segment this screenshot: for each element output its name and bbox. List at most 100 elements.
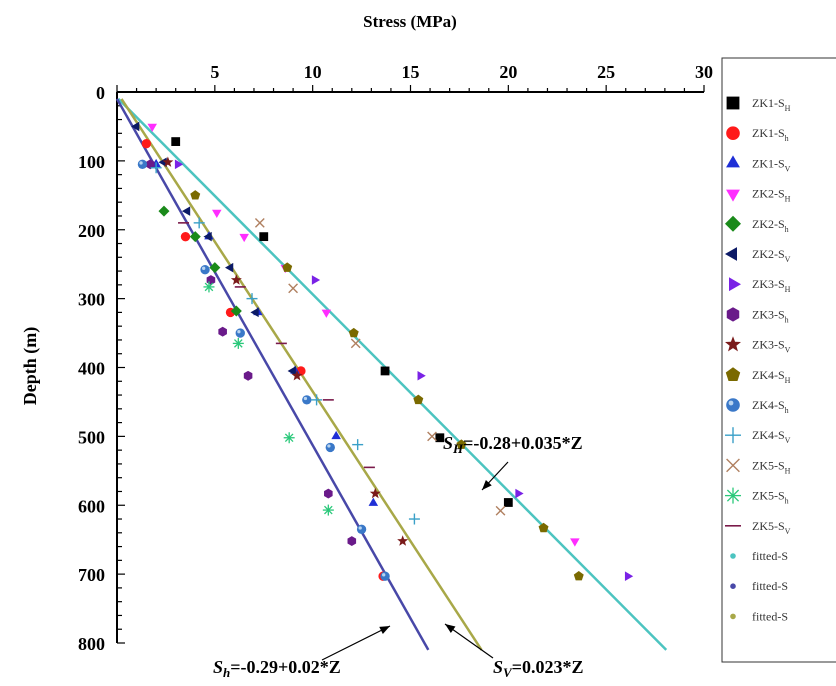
data-point (730, 613, 736, 620)
data-point (729, 277, 741, 292)
legend: ZK1-SH ZK1-Sh ZK1-SV ZK2-SH ZK2-Sh ZK2-SV ZK3-… (725, 96, 791, 623)
data-point (209, 262, 221, 274)
data-point (515, 488, 524, 499)
data-point (624, 571, 634, 581)
legend-box (721, 57, 836, 663)
y-tick-label: 600 (78, 496, 105, 516)
legend-entry: ZK3-SV (725, 336, 791, 355)
legend-label: ZK1-SH (752, 96, 791, 113)
data-point (193, 217, 205, 229)
data-point (725, 427, 741, 444)
data-point (347, 536, 357, 547)
x-tick-label: 20 (499, 62, 517, 82)
data-point (291, 369, 303, 381)
data-point (282, 262, 293, 272)
x-tick-label: 25 (597, 62, 615, 82)
data-point (189, 231, 201, 243)
data-point (137, 159, 148, 169)
x-ticks: 5 10 15 20 25 30 (116, 62, 713, 92)
data-point (726, 307, 740, 322)
data-point (283, 432, 295, 444)
legend-label: ZK3-SH (752, 277, 791, 294)
data-point (397, 535, 409, 546)
data-point (230, 274, 242, 285)
data-point (224, 262, 234, 273)
annotation-arrowhead (445, 624, 456, 634)
data-point (325, 442, 335, 453)
legend-label: ZK4-SV (752, 428, 791, 445)
data-point (145, 159, 155, 170)
annotation-arrowhead (482, 479, 492, 490)
equation-label: Sh=-0.29+0.02*Z (213, 657, 341, 680)
data-point (725, 247, 737, 261)
data-point (147, 123, 157, 132)
data-point (726, 96, 740, 110)
legend-label: ZK5-SV (752, 519, 791, 536)
legend-entry: ZK5-Sh (725, 487, 789, 506)
y-tick-label: 100 (78, 152, 105, 172)
data-point (435, 433, 445, 443)
data-point (218, 326, 227, 337)
data-point (725, 487, 741, 504)
legend-entry: ZK1-SV (726, 155, 791, 173)
legend-label: ZK2-Sh (752, 217, 789, 234)
annotation-arrow (321, 625, 391, 661)
data-point (456, 439, 467, 449)
data-point (158, 157, 167, 168)
data-point (573, 570, 584, 581)
data-point (380, 366, 390, 376)
legend-label: ZK5-Sh (752, 489, 789, 506)
data-point (348, 327, 359, 338)
data-point (190, 190, 201, 200)
legend-label: ZK1-Sh (752, 126, 789, 143)
data-point (413, 394, 424, 405)
y-tick-label: 700 (78, 565, 105, 585)
data-point (725, 367, 741, 381)
data-point (287, 366, 296, 376)
data-point (408, 513, 420, 525)
data-point (181, 206, 191, 216)
legend-label: ZK4-SH (752, 368, 791, 385)
legend-label: ZK4-Sh (752, 398, 789, 415)
data-point (212, 209, 222, 219)
data-point (200, 265, 210, 275)
data-point (174, 159, 184, 170)
data-point (726, 398, 740, 412)
data-point (141, 138, 152, 149)
chart-title: Stress (MPa) (363, 12, 457, 31)
data-point (369, 487, 381, 499)
data-point (322, 504, 334, 516)
legend-entry: fitted-S (730, 609, 788, 623)
data-point (311, 394, 323, 406)
data-point (730, 583, 736, 589)
data-point (235, 328, 245, 338)
data-point (131, 121, 140, 132)
data-point (570, 538, 580, 547)
y-tick-label: 500 (78, 427, 105, 447)
y-tick-label: 200 (78, 221, 105, 241)
data-point (725, 215, 741, 232)
data-point (324, 488, 333, 499)
y-tick-label: 800 (78, 634, 105, 654)
y-axis-label: Depth (m) (20, 327, 41, 406)
legend-entry: ZK1-SH (726, 96, 791, 113)
legend-entry: ZK2-SH (726, 187, 791, 204)
data-point (239, 233, 249, 243)
legend-label: ZK1-SV (752, 156, 791, 173)
axes (116, 91, 704, 643)
data-point (350, 338, 361, 349)
data-point (162, 156, 174, 167)
legend-entry: ZK4-Sh (726, 398, 789, 415)
data-point (726, 126, 740, 140)
data-point (203, 281, 215, 293)
data-point (250, 307, 259, 318)
data-point (495, 505, 506, 516)
data-points (131, 121, 634, 581)
legend-entry: ZK2-Sh (725, 215, 789, 234)
data-point (730, 553, 736, 559)
legend-entry: ZK2-SV (725, 247, 791, 264)
legend-entry: ZK1-Sh (726, 126, 789, 143)
legend-entry: fitted-S (730, 579, 788, 593)
legend-label: fitted-S (752, 549, 788, 563)
